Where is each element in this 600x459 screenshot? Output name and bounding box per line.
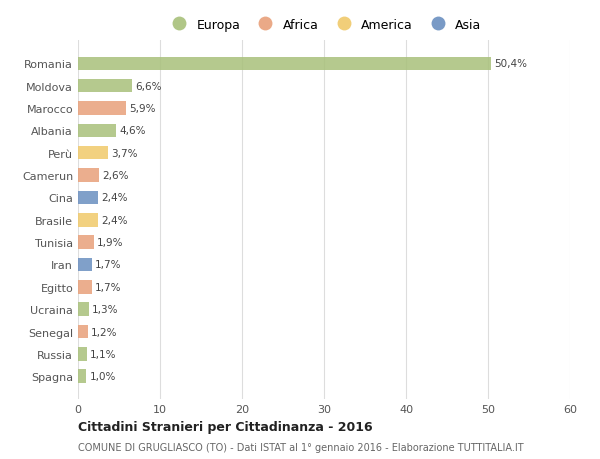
Text: 6,6%: 6,6% bbox=[136, 82, 162, 91]
Bar bbox=[78, 191, 98, 205]
Bar bbox=[78, 347, 87, 361]
Bar bbox=[78, 369, 86, 383]
Bar bbox=[78, 80, 132, 93]
Bar bbox=[78, 57, 491, 71]
Bar bbox=[78, 303, 89, 316]
Text: 1,1%: 1,1% bbox=[90, 349, 117, 359]
Text: 50,4%: 50,4% bbox=[494, 59, 527, 69]
Text: 1,2%: 1,2% bbox=[91, 327, 118, 337]
Bar bbox=[78, 213, 98, 227]
Bar bbox=[78, 280, 92, 294]
Bar bbox=[78, 147, 109, 160]
Bar bbox=[78, 258, 92, 272]
Text: 1,7%: 1,7% bbox=[95, 282, 122, 292]
Legend: Europa, Africa, America, Asia: Europa, Africa, America, Asia bbox=[166, 18, 482, 32]
Text: 2,4%: 2,4% bbox=[101, 193, 127, 203]
Text: 1,0%: 1,0% bbox=[89, 371, 116, 381]
Bar bbox=[78, 236, 94, 249]
Text: 2,6%: 2,6% bbox=[103, 171, 129, 181]
Text: 1,7%: 1,7% bbox=[95, 260, 122, 270]
Text: 3,7%: 3,7% bbox=[112, 148, 138, 158]
Text: 4,6%: 4,6% bbox=[119, 126, 146, 136]
Bar bbox=[78, 124, 116, 138]
Bar bbox=[78, 102, 127, 116]
Bar bbox=[78, 169, 100, 182]
Text: 5,9%: 5,9% bbox=[130, 104, 156, 114]
Text: 1,3%: 1,3% bbox=[92, 304, 118, 314]
Text: COMUNE DI GRUGLIASCO (TO) - Dati ISTAT al 1° gennaio 2016 - Elaborazione TUTTITA: COMUNE DI GRUGLIASCO (TO) - Dati ISTAT a… bbox=[78, 442, 524, 452]
Text: 2,4%: 2,4% bbox=[101, 215, 127, 225]
Bar bbox=[78, 325, 88, 338]
Text: 1,9%: 1,9% bbox=[97, 238, 124, 247]
Text: Cittadini Stranieri per Cittadinanza - 2016: Cittadini Stranieri per Cittadinanza - 2… bbox=[78, 420, 373, 433]
